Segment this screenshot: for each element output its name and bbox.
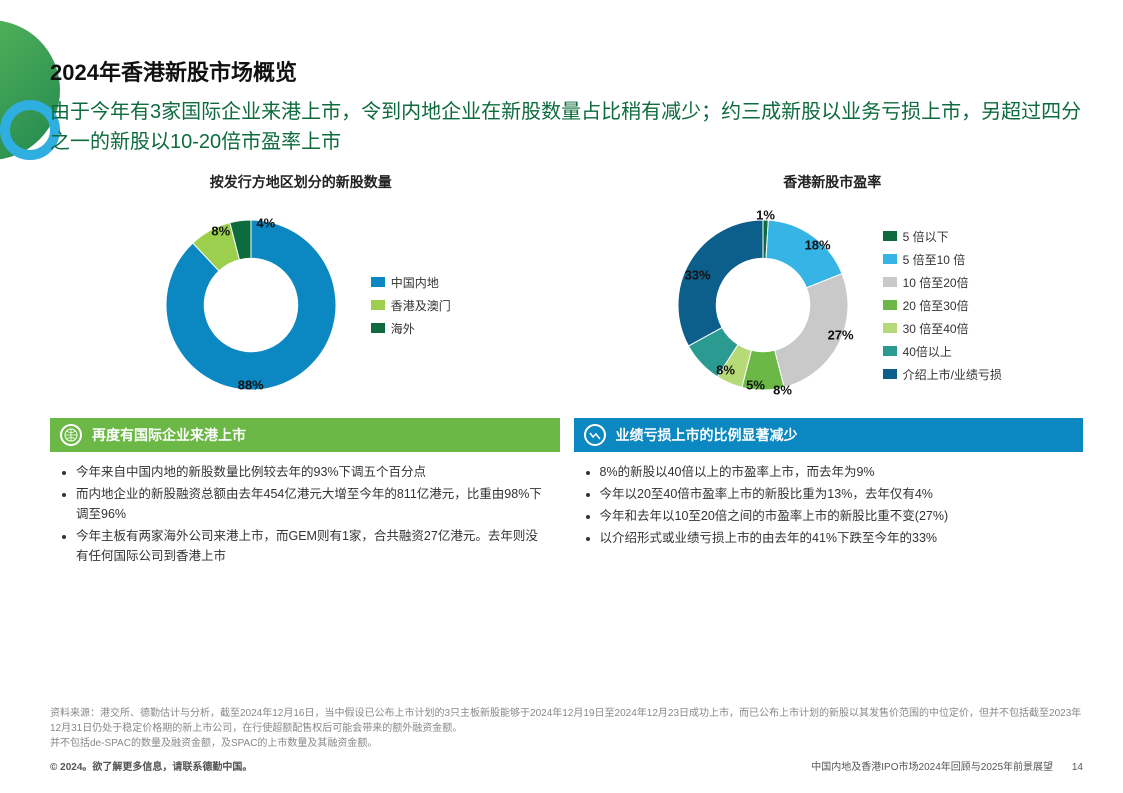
legend-item: 10 倍至20倍 — [883, 274, 1002, 291]
slice-label: 4% — [256, 216, 275, 231]
chart-right-col: 香港新股市盈率 1%18%27%8%5%8%33% 5 倍以下5 倍至10 倍1… — [582, 172, 1084, 410]
info-box-right: 业绩亏损上市的比例显著减少 8%的新股以40倍以上的市盈率上市，而去年为9%今年… — [574, 418, 1084, 578]
list-item: 今年来自中国内地的新股数量比例较去年的93%下调五个百分点 — [76, 462, 546, 482]
info-list-right: 8%的新股以40倍以上的市盈率上市，而去年为9%今年以20至40倍市盈率上市的新… — [574, 452, 1084, 560]
list-item: 8%的新股以40倍以上的市盈率上市，而去年为9% — [600, 462, 1070, 482]
legend-swatch — [883, 346, 897, 356]
list-item: 今年以20至40倍市盈率上市的新股比重为13%，去年仅有4% — [600, 484, 1070, 504]
legend-item: 20 倍至30倍 — [883, 297, 1002, 314]
donut-slice — [766, 220, 842, 288]
legend-item: 香港及澳门 — [371, 297, 451, 314]
list-item: 今年主板有两家海外公司来港上市，而GEM则有1家，合共融资27亿港元。去年则没有… — [76, 526, 546, 566]
slice-label: 8% — [211, 224, 230, 239]
page-number: 14 — [1072, 762, 1083, 773]
legend-label: 5 倍至10 倍 — [903, 251, 966, 268]
page-title: 2024年香港新股市场概览 — [50, 55, 1083, 87]
legend-swatch — [883, 254, 897, 264]
chart-left-col: 按发行方地区划分的新股数量 88% 8% 4% 中国内地香港及澳门海外 — [50, 172, 552, 410]
doc-title: 中国内地及香港IPO市场2024年回顾与2025年前景展望 — [811, 758, 1053, 773]
slice-label: 8% — [716, 363, 735, 378]
slice-label: 33% — [685, 268, 711, 283]
legend-swatch — [883, 300, 897, 310]
legend-label: 香港及澳门 — [391, 297, 451, 314]
donut-left: 88% 8% 4% — [151, 205, 351, 405]
globe-icon — [60, 424, 82, 446]
slice-label: 8% — [773, 383, 792, 398]
legend-label: 海外 — [391, 320, 415, 337]
legend-item: 介绍上市/业绩亏损 — [883, 366, 1002, 383]
legend-swatch — [883, 277, 897, 287]
slice-label: 88% — [238, 378, 264, 393]
slice-label: 1% — [756, 208, 775, 223]
legend-swatch — [883, 369, 897, 379]
chart-right-title: 香港新股市盈率 — [582, 172, 1084, 192]
legend-swatch — [883, 323, 897, 333]
chart-right-body: 1% 18% 27% 8% 5% 8% 33% 5 倍以下 5 倍至10 倍 10 倍至20倍 2… — [582, 200, 1084, 410]
copyright: © 2024。欲了解更多信息，请联系德勤中国。 — [50, 758, 252, 773]
legend-label: 20 倍至30倍 — [903, 297, 969, 314]
info-header-left: 再度有国际企业来港上市 — [50, 418, 560, 452]
info-header-right: 业绩亏损上市的比例显著减少 — [574, 418, 1084, 452]
legend-swatch — [371, 277, 385, 287]
legend-item: 中国内地 — [371, 274, 451, 291]
legend-item: 海外 — [371, 320, 451, 337]
legend-label: 40倍以上 — [903, 343, 952, 360]
info-list-left: 今年来自中国内地的新股数量比例较去年的93%下调五个百分点而内地企业的新股融资总… — [50, 452, 560, 578]
legend-item: 5 倍至10 倍 — [883, 251, 1002, 268]
chart-down-icon — [584, 424, 606, 446]
donut-right: 1% 18% 27% 8% 5% 8% 33% — [663, 205, 863, 405]
charts-row: 按发行方地区划分的新股数量 88% 8% 4% 中国内地香港及澳门海外 香港新股市盈… — [50, 172, 1083, 410]
slice-label: 5% — [746, 378, 765, 393]
chart-left-body: 88% 8% 4% 中国内地香港及澳门海外 — [50, 200, 552, 410]
legend-left: 中国内地香港及澳门海外 — [371, 274, 451, 337]
info-row: 再度有国际企业来港上市 今年来自中国内地的新股数量比例较去年的93%下调五个百分… — [50, 418, 1083, 578]
list-item: 今年和去年以10至20倍之间的市盈率上市的新股比重不变(27%) — [600, 506, 1070, 526]
legend-label: 10 倍至20倍 — [903, 274, 969, 291]
slice-label: 27% — [828, 328, 854, 343]
legend-swatch — [883, 231, 897, 241]
slice-label: 18% — [805, 238, 831, 253]
legend-label: 5 倍以下 — [903, 228, 949, 245]
legend-swatch — [371, 323, 385, 333]
legend-item: 5 倍以下 — [883, 228, 1002, 245]
donut-slice — [678, 220, 763, 346]
info-header-left-text: 再度有国际企业来港上市 — [92, 425, 246, 445]
list-item: 而内地企业的新股融资总额由去年454亿港元大增至今年的811亿港元，比重由98%… — [76, 484, 546, 524]
legend-label: 30 倍至40倍 — [903, 320, 969, 337]
legend-swatch — [371, 300, 385, 310]
legend-item: 40倍以上 — [883, 343, 1002, 360]
footnote: 资料来源：港交所、德勤估计与分析，截至2024年12月16日，当中假设已公布上市… — [50, 706, 1083, 751]
legend-label: 中国内地 — [391, 274, 439, 291]
info-box-left: 再度有国际企业来港上市 今年来自中国内地的新股数量比例较去年的93%下调五个百分… — [50, 418, 560, 578]
list-item: 以介绍形式或业绩亏损上市的由去年的41%下跌至今年的33% — [600, 528, 1070, 548]
info-header-right-text: 业绩亏损上市的比例显著减少 — [616, 425, 798, 445]
content-area: 2024年香港新股市场概览 由于今年有3家国际企业来港上市，令到内地企业在新股数… — [50, 55, 1083, 578]
legend-right: 5 倍以下 5 倍至10 倍 10 倍至20倍 20 倍至30倍 30 倍至40倍 40倍… — [883, 228, 1002, 383]
legend-item: 30 倍至40倍 — [883, 320, 1002, 337]
chart-left-title: 按发行方地区划分的新股数量 — [50, 172, 552, 192]
page-subtitle: 由于今年有3家国际企业来港上市，令到内地企业在新股数量占比稍有减少；约三成新股以… — [50, 97, 1083, 157]
legend-label: 介绍上市/业绩亏损 — [903, 366, 1002, 383]
